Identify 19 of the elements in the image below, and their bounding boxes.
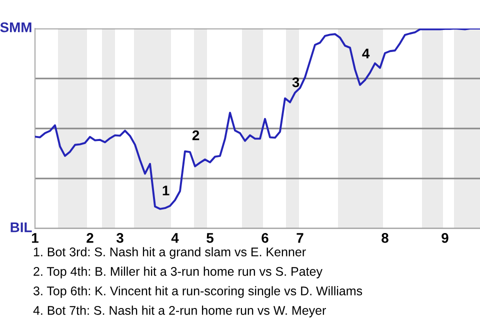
x-tick-label: 2 [86, 233, 94, 243]
annotation: 1 [162, 186, 170, 196]
x-tick-label: 8 [382, 233, 388, 243]
x-tick-label: 9 [442, 233, 448, 243]
text: 1. Bot 3rd: S. Nash hit a grand slam vs E. Kenner [34, 247, 306, 259]
x-tick-label: 1 [32, 233, 38, 243]
x-tick-label: 4 [171, 233, 179, 243]
text: SMM [0, 22, 32, 32]
x-tick-label: 3 [116, 233, 124, 243]
annotation: 3 [292, 77, 300, 88]
text: 3. Top 6th: K. Vincent hit a run-scoring single vs D. Williams [33, 286, 362, 298]
x-tick-label: 5 [206, 233, 214, 243]
annotation: 2 [192, 130, 200, 140]
annotation: 4 [362, 48, 370, 58]
text: BIL [10, 222, 32, 232]
x-tick-label: 6 [262, 233, 268, 243]
text: 2. Top 4th: B. Miller hit a 3-run home run vs S. Patey [34, 266, 322, 278]
text: 4. Bot 7th: S. Nash hit a 2-run home run vs W. Meyer [33, 306, 326, 318]
x-tick-label: 7 [296, 233, 304, 243]
